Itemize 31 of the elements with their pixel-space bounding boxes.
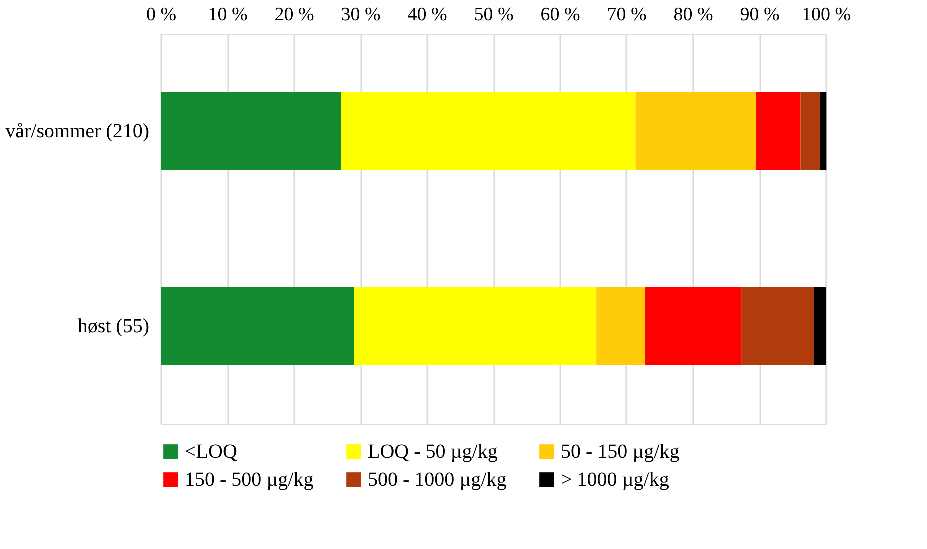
bar: [161, 92, 342, 170]
x-tick-label: 0 %: [146, 4, 177, 26]
x-tick-label: 40 %: [408, 4, 448, 26]
bar: [645, 288, 742, 366]
legend-label: > 1000 µg/kg: [561, 469, 670, 491]
y-tick-label: høst (55): [78, 316, 150, 338]
legend-label: 50 - 150 µg/kg: [561, 441, 680, 463]
x-tick-label: 10 %: [208, 4, 248, 26]
y-tick-label: vår/sommer (210): [6, 120, 150, 142]
x-tick-label: 20 %: [274, 4, 314, 26]
legend-label: 150 - 500 µg/kg: [185, 469, 314, 491]
x-tick-label: 80 %: [674, 4, 714, 26]
bar: [161, 288, 355, 366]
bar: [756, 92, 801, 170]
x-tick-label: 90 %: [740, 4, 780, 26]
bar: [596, 288, 646, 366]
legend-label: 500 - 1000 µg/kg: [368, 469, 507, 491]
x-tick-label: 60 %: [540, 4, 580, 26]
bar: [800, 92, 820, 170]
bar: [341, 92, 636, 170]
legend-label: <LOQ: [185, 441, 238, 463]
x-tick-label: 70 %: [607, 4, 647, 26]
x-tick-label: 100 %: [802, 4, 852, 26]
legend-label: LOQ - 50 µg/kg: [368, 441, 498, 463]
bar: [636, 92, 756, 170]
bar: [814, 288, 826, 366]
bar: [820, 92, 827, 170]
x-tick-label: 50 %: [474, 4, 514, 26]
x-tick-label: 30 %: [341, 4, 381, 26]
bar: [742, 288, 814, 366]
bar: [354, 288, 597, 366]
